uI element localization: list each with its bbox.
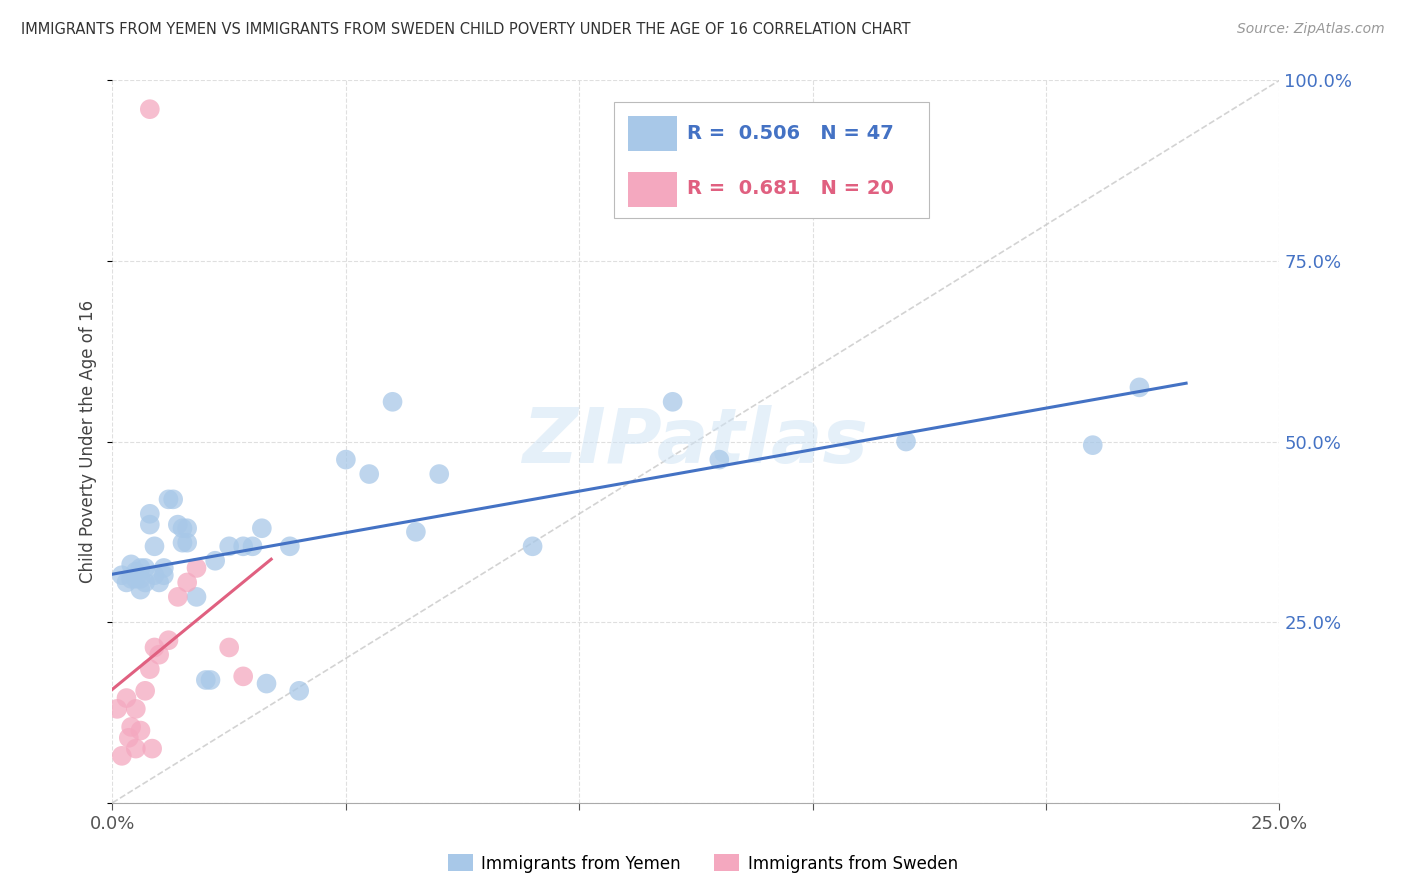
Point bbox=[661, 394, 683, 409]
Text: R =  0.506   N = 47: R = 0.506 N = 47 bbox=[686, 124, 893, 144]
Legend: Immigrants from Yemen, Immigrants from Sweden: Immigrants from Yemen, Immigrants from S… bbox=[441, 847, 965, 880]
Point bbox=[139, 517, 162, 532]
Point bbox=[522, 539, 544, 553]
Point bbox=[242, 539, 264, 553]
Point bbox=[1081, 438, 1104, 452]
Point bbox=[115, 575, 138, 590]
Point bbox=[129, 572, 152, 586]
Point bbox=[129, 723, 152, 738]
Point bbox=[153, 561, 176, 575]
Point bbox=[232, 539, 254, 553]
Point bbox=[120, 572, 142, 586]
Point bbox=[218, 539, 240, 553]
Point bbox=[139, 507, 162, 521]
Point bbox=[166, 590, 188, 604]
Point bbox=[139, 662, 162, 676]
Point bbox=[129, 582, 152, 597]
Point bbox=[125, 741, 148, 756]
Point bbox=[288, 683, 311, 698]
Point bbox=[120, 720, 142, 734]
Text: R =  0.681   N = 20: R = 0.681 N = 20 bbox=[686, 179, 893, 198]
Point bbox=[120, 558, 142, 572]
Point bbox=[204, 554, 226, 568]
Point bbox=[111, 568, 134, 582]
Point bbox=[176, 521, 198, 535]
Point bbox=[134, 561, 156, 575]
Point bbox=[176, 535, 198, 549]
Text: Source: ZipAtlas.com: Source: ZipAtlas.com bbox=[1237, 22, 1385, 37]
Point bbox=[162, 492, 184, 507]
Point bbox=[427, 467, 450, 481]
Point bbox=[250, 521, 273, 535]
Point bbox=[157, 492, 180, 507]
Point bbox=[218, 640, 240, 655]
Point bbox=[143, 568, 166, 582]
Point bbox=[125, 565, 148, 579]
Point bbox=[166, 517, 188, 532]
Point bbox=[200, 673, 222, 687]
Point bbox=[232, 669, 254, 683]
FancyBboxPatch shape bbox=[628, 117, 678, 151]
Point bbox=[359, 467, 381, 481]
Point bbox=[118, 731, 141, 745]
Point bbox=[105, 702, 128, 716]
Point bbox=[157, 633, 180, 648]
Point bbox=[186, 590, 208, 604]
Text: IMMIGRANTS FROM YEMEN VS IMMIGRANTS FROM SWEDEN CHILD POVERTY UNDER THE AGE OF 1: IMMIGRANTS FROM YEMEN VS IMMIGRANTS FROM… bbox=[21, 22, 911, 37]
Point bbox=[176, 575, 198, 590]
Point bbox=[256, 676, 278, 690]
Point bbox=[125, 702, 148, 716]
Point bbox=[148, 648, 170, 662]
Point bbox=[172, 535, 194, 549]
Point bbox=[111, 748, 134, 763]
FancyBboxPatch shape bbox=[628, 172, 678, 207]
Point bbox=[143, 539, 166, 553]
Point bbox=[141, 741, 163, 756]
Point bbox=[172, 521, 194, 535]
Point bbox=[194, 673, 217, 687]
Point bbox=[115, 691, 138, 706]
Point bbox=[709, 452, 731, 467]
Point bbox=[129, 561, 152, 575]
Point bbox=[139, 102, 162, 116]
Point bbox=[148, 575, 170, 590]
Point bbox=[335, 452, 357, 467]
Point bbox=[134, 575, 156, 590]
Point bbox=[134, 683, 156, 698]
Point bbox=[894, 434, 917, 449]
Point bbox=[278, 539, 301, 553]
Point bbox=[405, 524, 427, 539]
Point bbox=[1128, 380, 1150, 394]
Point bbox=[381, 394, 404, 409]
Text: ZIPatlas: ZIPatlas bbox=[523, 405, 869, 478]
Point bbox=[125, 572, 148, 586]
Point bbox=[143, 640, 166, 655]
Y-axis label: Child Poverty Under the Age of 16: Child Poverty Under the Age of 16 bbox=[79, 300, 97, 583]
Point bbox=[186, 561, 208, 575]
FancyBboxPatch shape bbox=[614, 102, 929, 218]
Point bbox=[153, 568, 176, 582]
